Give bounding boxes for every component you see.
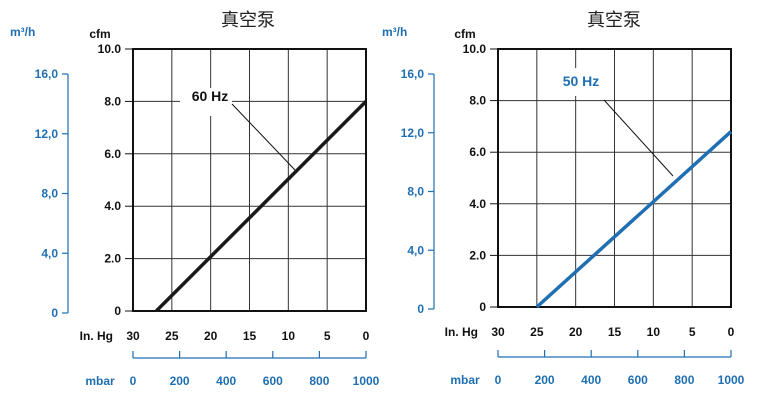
- y-unit-label: cfm: [89, 27, 110, 41]
- secondary-y-unit-label: m³/h: [10, 25, 35, 39]
- secondary-y-tick-label: 12,0: [401, 126, 425, 140]
- chart-title: 真空泵: [587, 10, 641, 31]
- x-tick-label: 15: [243, 329, 257, 343]
- y-tick-label: 8.0: [469, 94, 486, 108]
- series-line: [155, 100, 368, 313]
- x-tick-label: 0: [728, 325, 735, 339]
- x-tick-label: 15: [608, 325, 622, 339]
- series-label: 60 Hz: [192, 88, 229, 104]
- secondary-y-tick-label: 0: [51, 306, 58, 320]
- x-unit-label: In. Hg: [80, 329, 113, 343]
- x-tick-label: 5: [324, 329, 331, 343]
- secondary-x-unit-label: mbar: [85, 374, 115, 388]
- series-leader-line: [231, 103, 296, 171]
- secondary-x-tick-label: 600: [263, 374, 283, 388]
- secondary-x-tick-label: 200: [170, 374, 190, 388]
- y-tick-label: 8.0: [104, 94, 121, 108]
- x-tick-label: 20: [204, 329, 218, 343]
- x-tick-label: 10: [282, 329, 296, 343]
- secondary-y-tick-label: 0: [417, 302, 424, 316]
- series-line: [535, 130, 733, 309]
- x-tick-label: 5: [689, 325, 696, 339]
- secondary-x-tick-label: 400: [581, 373, 601, 387]
- secondary-x-tick-label: 400: [216, 374, 236, 388]
- secondary-y-tick-label: 8,0: [41, 187, 58, 201]
- secondary-x-tick-label: 1000: [718, 373, 745, 387]
- secondary-x-tick-label: 0: [495, 373, 502, 387]
- x-tick-label: 25: [530, 325, 544, 339]
- series-leader-line: [603, 99, 674, 177]
- x-tick-label: 0: [363, 329, 370, 343]
- secondary-x-unit-label: mbar: [450, 373, 480, 387]
- secondary-y-tick-label: 16,0: [401, 67, 425, 81]
- series-label-background: [558, 68, 604, 96]
- y-tick-label: 10.0: [98, 42, 122, 56]
- secondary-x-tick-label: 800: [674, 373, 694, 387]
- secondary-x-tick-label: 600: [628, 373, 648, 387]
- y-tick-label: 0: [479, 300, 486, 314]
- x-tick-label: 20: [569, 325, 583, 339]
- series-label: 50 Hz: [563, 73, 600, 89]
- secondary-x-tick-label: 800: [309, 374, 329, 388]
- y-tick-label: 2.0: [469, 248, 486, 262]
- y-tick-label: 2.0: [104, 252, 121, 266]
- series-label-background: [180, 88, 232, 116]
- x-tick-label: 25: [165, 329, 179, 343]
- x-tick-label: 10: [647, 325, 661, 339]
- plot-frame: [132, 48, 367, 312]
- y-tick-label: 10.0: [463, 42, 487, 56]
- secondary-x-tick-label: 1000: [353, 374, 380, 388]
- secondary-y-tick-label: 4,0: [41, 246, 58, 260]
- secondary-y-tick-label: 16,0: [35, 67, 59, 81]
- secondary-y-tick-label: 8,0: [407, 185, 424, 199]
- y-tick-label: 0: [114, 304, 121, 318]
- y-tick-label: 6.0: [104, 147, 121, 161]
- secondary-x-tick-label: 200: [535, 373, 555, 387]
- y-tick-label: 4.0: [104, 199, 121, 213]
- y-tick-label: 4.0: [469, 197, 486, 211]
- x-tick-label: 30: [126, 329, 140, 343]
- x-unit-label: In. Hg: [445, 325, 478, 339]
- y-tick-label: 6.0: [469, 145, 486, 159]
- plot-frame: [497, 48, 732, 308]
- secondary-y-tick-label: 12,0: [35, 127, 59, 141]
- chart-title: 真空泵: [221, 10, 275, 31]
- x-tick-label: 30: [491, 325, 505, 339]
- secondary-y-tick-label: 4,0: [407, 243, 424, 257]
- secondary-y-unit-label: m³/h: [382, 25, 407, 39]
- secondary-x-tick-label: 0: [130, 374, 137, 388]
- y-unit-label: cfm: [454, 27, 475, 41]
